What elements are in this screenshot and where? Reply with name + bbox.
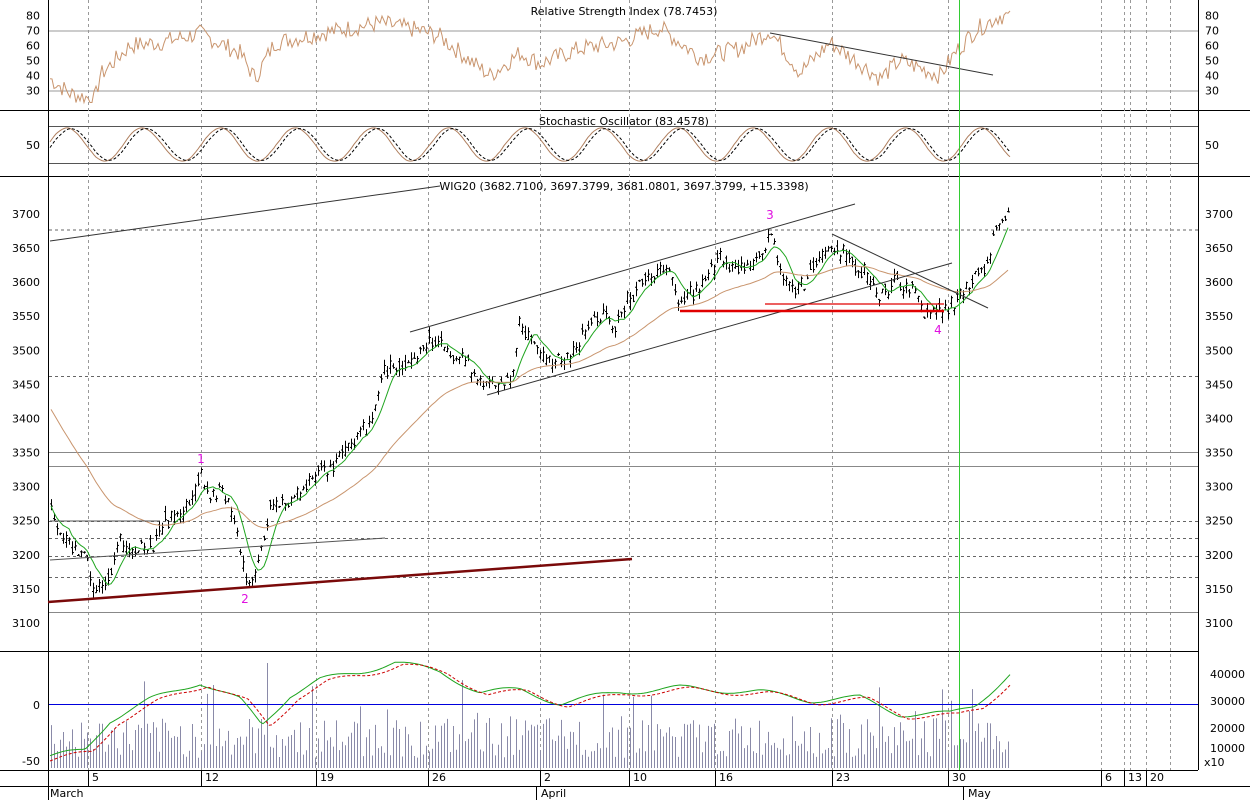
price-tick-left: 3550 (12, 310, 40, 323)
stoch-title: Stochastic Oscillator (83.4578) (539, 115, 709, 128)
rsi-tick-right: 70 (1205, 25, 1219, 38)
day-label: 26 (432, 771, 446, 784)
price-tick-right: 3100 (1205, 617, 1233, 630)
price-tick-left: 3100 (12, 617, 40, 630)
price-tick-left: 3700 (12, 208, 40, 221)
stochastic-panel: 50 50 (26, 126, 1219, 164)
wave-label-1: 1 (197, 452, 205, 466)
volume-tick-right: 40000 (1210, 668, 1245, 681)
rsi-tick-right: 80 (1205, 10, 1219, 23)
day-label: 30 (952, 771, 966, 784)
moving-average-long (50, 265, 1009, 529)
day-label: 2 (544, 771, 551, 784)
rsi-tick-right: 40 (1205, 70, 1219, 83)
price-tick-left: 3450 (12, 378, 40, 391)
rsi-tick-left: 70 (26, 25, 40, 38)
volume-oscillator-slow (49, 663, 1011, 762)
rsi-tick-left: 30 (26, 85, 40, 98)
rsi-tick-left: 40 (26, 70, 40, 83)
month-label-march: March (50, 787, 84, 800)
day-label: 19 (320, 771, 334, 784)
price-tick-left: 3250 (12, 515, 40, 528)
horizontal-trendline (49, 537, 386, 561)
stoch-tick-left: 50 (26, 139, 40, 152)
long-trendline-top (49, 185, 441, 242)
price-tick-right: 3250 (1205, 515, 1233, 528)
day-label: 13 (1128, 771, 1142, 784)
month-label-may: May (968, 787, 991, 800)
rsi-trendline (769, 32, 994, 76)
price-tick-left: 3200 (12, 549, 40, 562)
volume-tick-right: 20000 (1210, 722, 1245, 735)
price-tick-right: 3400 (1205, 412, 1233, 425)
price-tick-left: 3400 (12, 412, 40, 425)
wave-label-4: 4 (934, 323, 942, 337)
moving-average-short (50, 227, 1009, 586)
price-tick-left: 3500 (12, 344, 40, 357)
price-tick-right: 3600 (1205, 276, 1233, 289)
day-label: 10 (633, 771, 647, 784)
price-tick-right: 3150 (1205, 583, 1233, 596)
wave-label-2: 2 (241, 592, 249, 606)
price-tick-left: 3300 (12, 481, 40, 494)
price-tick-left: 3150 (12, 583, 40, 596)
rsi-tick-left: 60 (26, 40, 40, 53)
volume-tick-left: 0 (33, 699, 40, 712)
day-label: 16 (719, 771, 733, 784)
rsi-tick-left: 50 (26, 55, 40, 68)
wave-label-3: 3 (766, 208, 774, 222)
volume-tick-right: 10000 (1210, 742, 1245, 755)
price-tick-left: 3350 (12, 447, 40, 460)
volume-panel: 0 -50 40000 30000 20000 10000 (22, 661, 1245, 768)
day-label: 5 (92, 771, 99, 784)
month-label-april: April (541, 787, 566, 800)
stoch-tick-right: 50 (1205, 139, 1219, 152)
volume-multiplier: x10 (1204, 756, 1225, 769)
day-label: 20 (1150, 771, 1164, 784)
volume-tick-right: 30000 (1210, 695, 1245, 708)
long-support-line (47, 557, 633, 604)
day-label: 12 (205, 771, 219, 784)
price-tick-right: 3350 (1205, 447, 1233, 460)
stoch-d-line (49, 128, 1011, 161)
price-tick-right: 3300 (1205, 481, 1233, 494)
downtrend-line (831, 233, 989, 309)
rsi-title: Relative Strength Index (78.7453) (531, 5, 718, 18)
price-tick-right: 3550 (1205, 310, 1233, 323)
price-tick-right: 3200 (1205, 549, 1233, 562)
price-tick-left: 3600 (12, 276, 40, 289)
stoch-k-line (49, 127, 1011, 162)
channel-upper-line (409, 203, 856, 333)
price-tick-right: 3450 (1205, 378, 1233, 391)
price-tick-right: 3650 (1205, 242, 1233, 255)
day-label: 6 (1105, 771, 1112, 784)
channel-lower-line (486, 262, 953, 396)
rsi-tick-left: 80 (26, 10, 40, 23)
rsi-line (49, 10, 1011, 105)
volume-oscillator-fast (49, 661, 1011, 757)
day-label: 23 (836, 771, 850, 784)
grid-lines: 5 12 19 26 2 10 16 23 30 6 13 20 (88, 0, 1171, 800)
price-title: WIG20 (3682.7100, 3697.3799, 3681.0801, … (439, 180, 808, 193)
price-tick-right: 3500 (1205, 344, 1233, 357)
rsi-panel: 80 80 70 70 60 60 50 50 40 40 30 30 (26, 10, 1219, 105)
volume-tick-left: -50 (22, 755, 40, 768)
price-tick-right: 3700 (1205, 208, 1233, 221)
price-tick-left: 3650 (12, 242, 40, 255)
rsi-tick-right: 30 (1205, 85, 1219, 98)
rsi-tick-right: 60 (1205, 40, 1219, 53)
rsi-tick-right: 50 (1205, 55, 1219, 68)
